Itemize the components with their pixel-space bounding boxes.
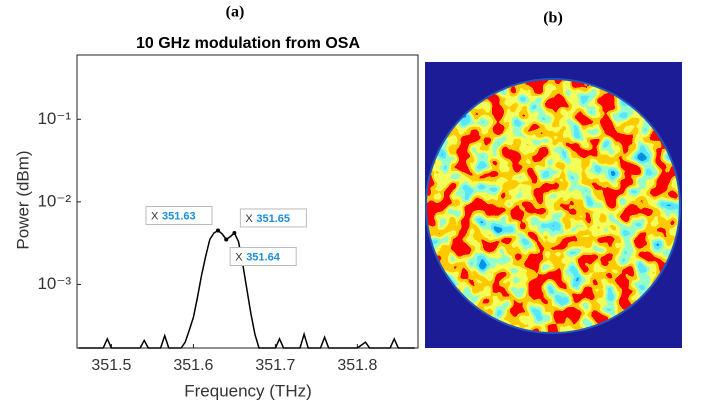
- datatip-box: [229, 247, 297, 267]
- speckle-pattern: [427, 80, 679, 332]
- x-axis-label: Frequency (THz): [184, 381, 312, 400]
- spectrum-line: [78, 229, 415, 349]
- datatip-point: [224, 237, 229, 242]
- datatip-prefix: X: [235, 251, 243, 263]
- datatip-value: 351.65: [256, 213, 290, 225]
- plot-area: [76, 54, 419, 349]
- datatip-point: [232, 230, 237, 235]
- chart-title: 10 GHz modulation from OSA: [136, 35, 360, 52]
- panel-label: (b): [543, 10, 563, 27]
- datatip-box: [145, 205, 213, 225]
- x-tick-label: 351.7: [255, 357, 295, 374]
- y-axis-label: Power (dBm): [13, 150, 32, 249]
- x-tick-label: 351.8: [337, 357, 377, 374]
- x-tick-label: 351.6: [173, 357, 213, 374]
- datatip-box: [239, 208, 307, 228]
- datatip-value: 351.63: [162, 210, 196, 222]
- panel-label: (a): [226, 4, 245, 21]
- x-tick-label: 351.5: [91, 357, 131, 374]
- datatip-prefix: X: [151, 210, 159, 222]
- datatip-value: 351.64: [246, 251, 281, 263]
- speckle-image: [425, 62, 682, 348]
- datatip-point: [215, 228, 220, 233]
- datatip-prefix: X: [245, 213, 253, 225]
- y-tick-label: 10⁻³: [37, 274, 71, 293]
- y-tick-label: 10⁻¹: [37, 109, 71, 128]
- y-tick-label: 10⁻²: [37, 191, 71, 210]
